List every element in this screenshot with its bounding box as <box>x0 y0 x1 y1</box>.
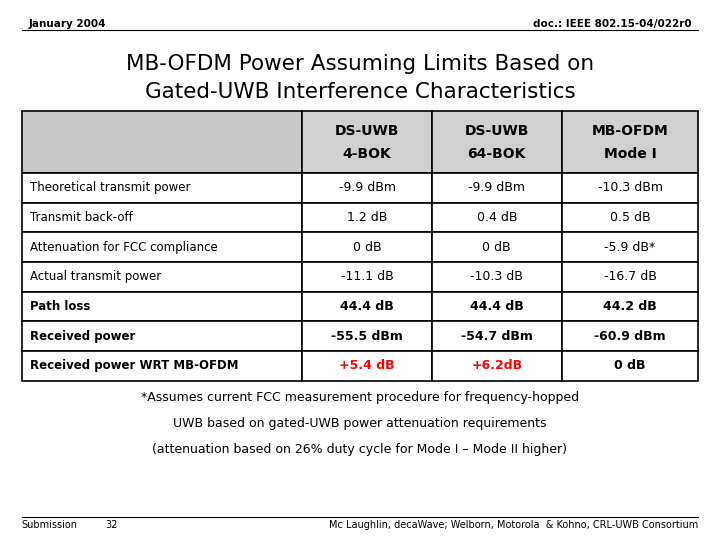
FancyBboxPatch shape <box>302 351 432 381</box>
FancyBboxPatch shape <box>22 292 302 321</box>
Text: -9.9 dBm: -9.9 dBm <box>468 181 526 194</box>
Text: -10.3 dBm: -10.3 dBm <box>598 181 662 194</box>
FancyBboxPatch shape <box>432 321 562 351</box>
FancyBboxPatch shape <box>562 262 698 292</box>
Text: MB-OFDM: MB-OFDM <box>592 124 668 138</box>
Text: Transmit back-off: Transmit back-off <box>30 211 133 224</box>
FancyBboxPatch shape <box>302 173 432 202</box>
Text: 0 dB: 0 dB <box>614 359 646 373</box>
Text: -55.5 dBm: -55.5 dBm <box>331 329 403 343</box>
FancyBboxPatch shape <box>22 173 302 202</box>
Text: 0.5 dB: 0.5 dB <box>610 211 650 224</box>
Text: 44.4 dB: 44.4 dB <box>470 300 523 313</box>
Text: UWB based on gated-UWB power attenuation requirements: UWB based on gated-UWB power attenuation… <box>174 417 546 430</box>
Text: 4-BOK: 4-BOK <box>343 147 392 160</box>
FancyBboxPatch shape <box>562 202 698 232</box>
Text: 0 dB: 0 dB <box>353 240 382 254</box>
Text: -60.9 dBm: -60.9 dBm <box>594 329 666 343</box>
FancyBboxPatch shape <box>302 321 432 351</box>
Text: DS-UWB: DS-UWB <box>335 124 400 138</box>
Text: Received power: Received power <box>30 329 135 343</box>
FancyBboxPatch shape <box>562 351 698 381</box>
Text: Path loss: Path loss <box>30 300 91 313</box>
FancyBboxPatch shape <box>302 262 432 292</box>
FancyBboxPatch shape <box>432 232 562 262</box>
Text: Attenuation for FCC compliance: Attenuation for FCC compliance <box>30 240 218 254</box>
Text: Actual transmit power: Actual transmit power <box>30 270 161 284</box>
FancyBboxPatch shape <box>22 351 302 381</box>
Text: 32: 32 <box>105 520 118 530</box>
FancyBboxPatch shape <box>432 111 562 173</box>
Text: MB-OFDM Power Assuming Limits Based on: MB-OFDM Power Assuming Limits Based on <box>126 54 594 74</box>
Text: doc.: IEEE 802.15-04/022r0: doc.: IEEE 802.15-04/022r0 <box>533 19 691 29</box>
Text: -9.9 dBm: -9.9 dBm <box>338 181 396 194</box>
FancyBboxPatch shape <box>432 292 562 321</box>
Text: -16.7 dB: -16.7 dB <box>603 270 657 284</box>
Text: 1.2 dB: 1.2 dB <box>347 211 387 224</box>
Text: -10.3 dB: -10.3 dB <box>470 270 523 284</box>
Text: +6.2dB: +6.2dB <box>471 359 523 373</box>
Text: Mode I: Mode I <box>603 147 657 160</box>
Text: *Assumes current FCC measurement procedure for frequency-hopped: *Assumes current FCC measurement procedu… <box>141 392 579 404</box>
FancyBboxPatch shape <box>432 173 562 202</box>
Text: Received power WRT MB-OFDM: Received power WRT MB-OFDM <box>30 359 239 373</box>
Text: 0 dB: 0 dB <box>482 240 511 254</box>
FancyBboxPatch shape <box>22 321 302 351</box>
Text: 44.4 dB: 44.4 dB <box>341 300 394 313</box>
Text: January 2004: January 2004 <box>29 19 107 29</box>
Text: Gated-UWB Interference Characteristics: Gated-UWB Interference Characteristics <box>145 82 575 102</box>
FancyBboxPatch shape <box>302 111 432 173</box>
FancyBboxPatch shape <box>432 202 562 232</box>
FancyBboxPatch shape <box>562 232 698 262</box>
FancyBboxPatch shape <box>302 232 432 262</box>
FancyBboxPatch shape <box>22 262 302 292</box>
Text: -11.1 dB: -11.1 dB <box>341 270 394 284</box>
Text: -54.7 dBm: -54.7 dBm <box>461 329 533 343</box>
Text: Submission: Submission <box>22 520 78 530</box>
Text: 0.4 dB: 0.4 dB <box>477 211 517 224</box>
Text: 44.2 dB: 44.2 dB <box>603 300 657 313</box>
Text: Mc Laughlin, decaWave; Welborn, Motorola  & Kohno, CRL-UWB Consortium: Mc Laughlin, decaWave; Welborn, Motorola… <box>329 520 698 530</box>
Text: Theoretical transmit power: Theoretical transmit power <box>30 181 191 194</box>
FancyBboxPatch shape <box>562 173 698 202</box>
Text: 64-BOK: 64-BOK <box>467 147 526 160</box>
FancyBboxPatch shape <box>432 351 562 381</box>
FancyBboxPatch shape <box>302 202 432 232</box>
FancyBboxPatch shape <box>302 292 432 321</box>
Text: DS-UWB: DS-UWB <box>464 124 529 138</box>
Text: -5.9 dB*: -5.9 dB* <box>604 240 656 254</box>
FancyBboxPatch shape <box>562 111 698 173</box>
FancyBboxPatch shape <box>562 292 698 321</box>
FancyBboxPatch shape <box>432 262 562 292</box>
FancyBboxPatch shape <box>22 202 302 232</box>
FancyBboxPatch shape <box>562 321 698 351</box>
FancyBboxPatch shape <box>22 232 302 262</box>
Text: (attenuation based on 26% duty cycle for Mode I – Mode II higher): (attenuation based on 26% duty cycle for… <box>153 443 567 456</box>
Text: +5.4 dB: +5.4 dB <box>339 359 395 373</box>
FancyBboxPatch shape <box>22 111 302 173</box>
